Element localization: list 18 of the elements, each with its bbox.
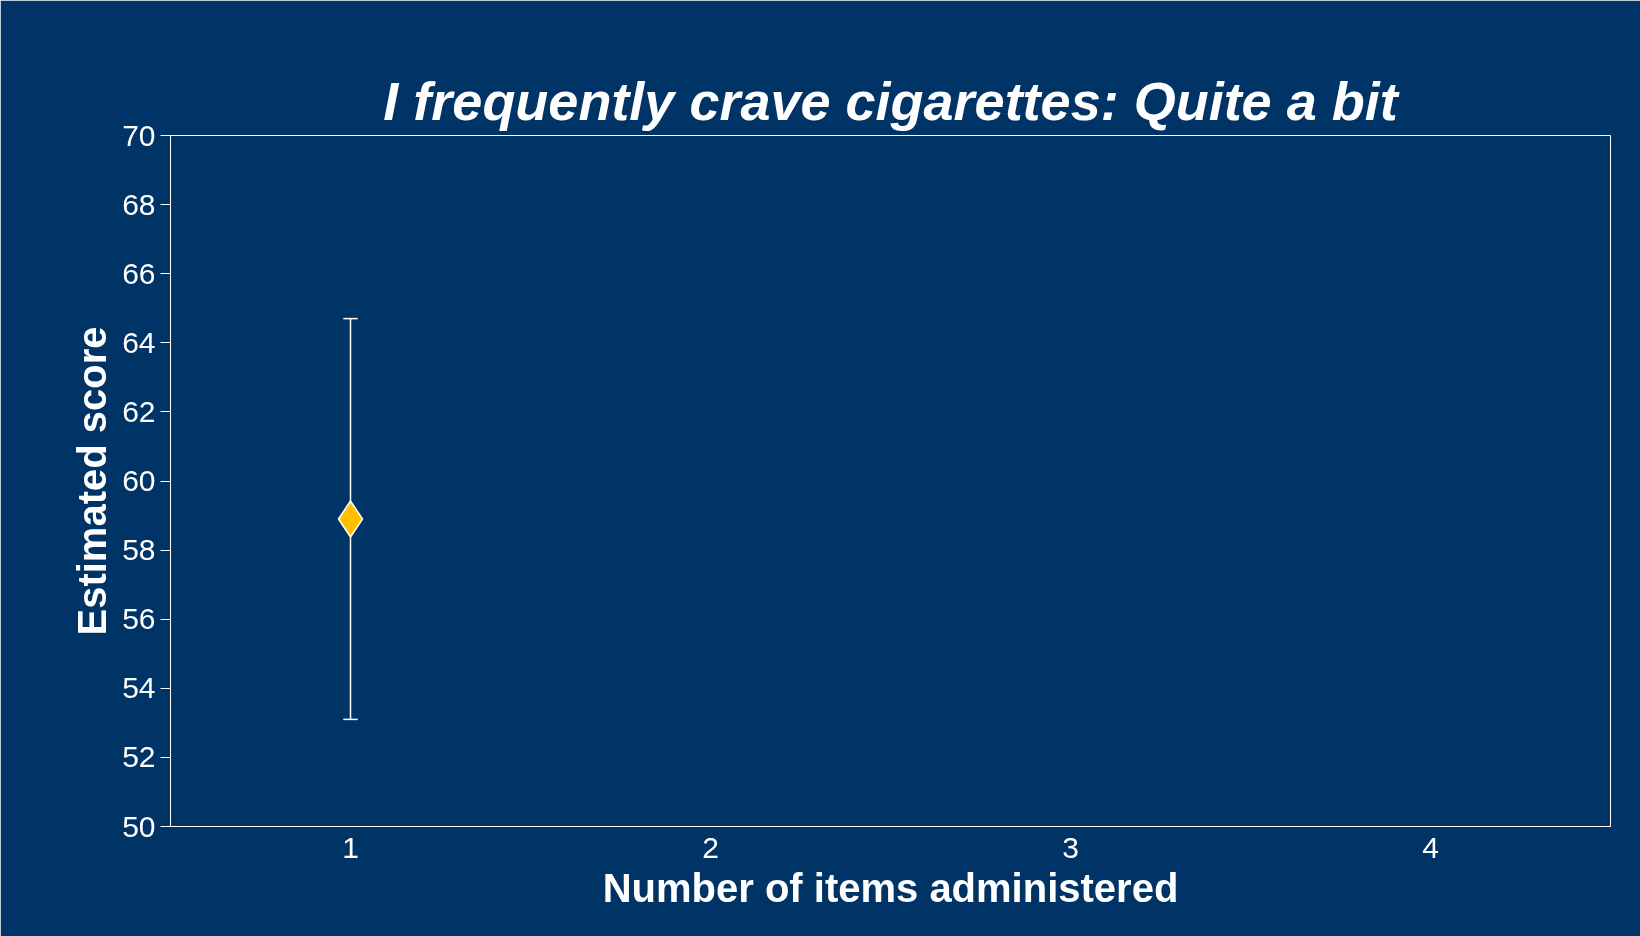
y-tick-label: 64 [122,325,156,359]
y-tick-label: 52 [122,740,156,774]
y-axis-title: Estimated score [70,326,115,636]
x-tick-label: 1 [342,830,359,864]
y-tick-label: 66 [122,256,156,290]
y-tick-label: 62 [122,394,156,428]
x-tick-label: 2 [702,830,719,864]
y-tick-label: 56 [122,602,156,636]
y-tick-label: 50 [122,809,156,843]
x-tick-label: 3 [1062,830,1079,864]
y-tick-label: 58 [122,533,156,567]
x-axis-title: Number of items administered [602,865,1179,910]
y-tick-label: 54 [122,671,156,705]
y-tick-label: 68 [122,187,156,221]
chart-title: I frequently crave cigarettes: Quite a bit [383,70,1400,131]
x-tick-label: 4 [1422,830,1439,864]
y-tick-label: 70 [122,118,156,152]
y-tick-label: 60 [122,464,156,497]
